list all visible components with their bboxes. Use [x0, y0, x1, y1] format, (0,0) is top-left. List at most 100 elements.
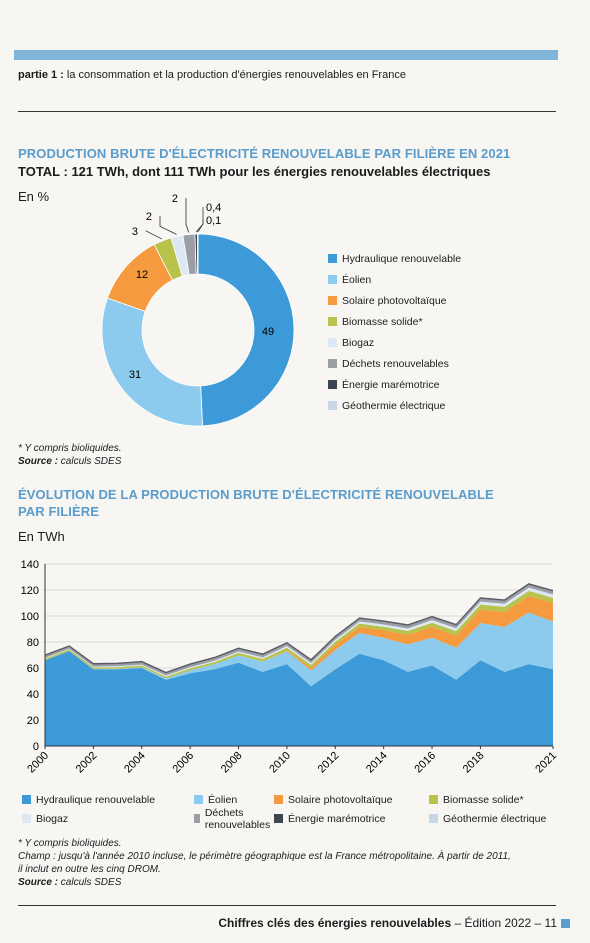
- footer-edition: – Édition 2022 – 11: [454, 916, 557, 930]
- source-text: calculs SDES: [60, 877, 122, 888]
- legend-item: Hydraulique renouvelable: [328, 248, 461, 269]
- legend-item: Énergie marémotrice: [328, 374, 461, 395]
- footer-title: Chiffres clés des énergies renouvelables: [218, 916, 452, 930]
- y-tick-label: 60: [27, 663, 39, 675]
- legend-item: Déchets renouvelables: [328, 353, 461, 374]
- section-header: partie 1 : la consommation et la product…: [18, 69, 406, 81]
- x-tick-label: 2010: [267, 750, 293, 776]
- legend-label: Biogaz: [36, 812, 69, 825]
- legend-swatch: [22, 795, 31, 804]
- x-tick-label: 2006: [170, 750, 196, 776]
- legend-swatch: [328, 380, 337, 389]
- legend-swatch: [22, 814, 31, 823]
- x-tick-label: 2014: [364, 750, 390, 776]
- source-label: Source :: [18, 877, 59, 888]
- legend-swatch: [328, 359, 337, 368]
- footer: Chiffres clés des énergies renouvelables…: [218, 916, 570, 930]
- divider: [18, 111, 556, 112]
- chart2-unit: En TWh: [18, 529, 65, 544]
- area-series: [45, 612, 553, 687]
- y-tick-label: 0: [33, 741, 39, 753]
- legend-swatch: [274, 814, 283, 823]
- chart2-title-line1: ÉVOLUTION DE LA PRODUCTION BRUTE D'ÉLECT…: [18, 487, 494, 502]
- footer-square-icon: [561, 919, 570, 928]
- legend-label: Biomasse solide*: [342, 315, 423, 328]
- leader-line: [195, 207, 204, 233]
- legend-swatch: [429, 795, 438, 804]
- slice-label: 3: [132, 226, 138, 238]
- x-tick-label: 2018: [461, 750, 487, 776]
- x-tick-label: 2016: [412, 750, 438, 776]
- top-banner: [14, 50, 558, 60]
- chart1-subtitle: TOTAL : 121 TWh, dont 111 TWh pour les é…: [18, 164, 491, 179]
- legend-item: Solaire photovoltaïque: [328, 290, 461, 311]
- source-label: Source :: [18, 456, 59, 467]
- legend-label: Hydraulique renouvelable: [342, 252, 462, 265]
- slice-label: 0,4: [206, 202, 221, 214]
- chart1-title: PRODUCTION BRUTE D'ÉLECTRICITÉ RENOUVELA…: [18, 146, 511, 161]
- donut-slice: [197, 233, 295, 427]
- y-tick-label: 80: [27, 637, 39, 649]
- legend-swatch: [328, 338, 337, 347]
- legend-label: Solaire photovoltaïque: [288, 793, 393, 806]
- chart1-source: Source : calculs SDES: [18, 456, 121, 468]
- slice-label: 0,1: [206, 215, 221, 227]
- legend-label: Déchets renouvelables: [342, 357, 449, 370]
- legend-swatch: [328, 275, 337, 284]
- legend-swatch: [328, 317, 337, 326]
- legend-swatch: [328, 254, 337, 263]
- footer-divider: [18, 905, 556, 906]
- legend-swatch: [328, 401, 337, 410]
- legend-label: Énergie marémotrice: [342, 378, 440, 391]
- x-tick-label: 2004: [122, 750, 148, 776]
- legend-item: Hydraulique renouvelable: [22, 794, 194, 806]
- chart2-source: Source : calculs SDES: [18, 877, 121, 889]
- area-series: [45, 596, 553, 679]
- legend-swatch: [194, 795, 203, 804]
- x-tick-label: 2000: [25, 750, 51, 776]
- slice-label: 2: [146, 211, 152, 223]
- legend-label: Énergie marémotrice: [288, 812, 386, 825]
- slice-label: 2: [172, 193, 178, 205]
- legend-label: Solaire photovoltaïque: [342, 294, 447, 307]
- legend-label: Biogaz: [342, 336, 375, 349]
- legend-label: Biomasse solide*: [443, 793, 524, 806]
- total-outline: [44, 583, 554, 674]
- y-tick-label: 120: [21, 585, 39, 597]
- chart2-note: * Y compris bioliquides.: [18, 838, 122, 849]
- legend-item: Déchets renouvelables: [194, 807, 274, 831]
- legend-label: Géothermie électrique: [342, 399, 446, 412]
- chart1-note: * Y compris bioliquides.: [18, 443, 122, 454]
- legend-label: Géothermie électrique: [443, 812, 547, 825]
- leader-line: [197, 220, 204, 233]
- x-tick-label: 2008: [219, 750, 245, 776]
- slice-label: 12: [136, 269, 148, 281]
- area-series: [45, 651, 553, 746]
- area-chart: 0 20 40 60 80 100 120 140 2000 2002 2004 2006 2008 20…: [21, 559, 559, 776]
- chart2-title-line2: PAR FILIÈRE: [18, 504, 100, 519]
- legend-item: Énergie marémotrice: [274, 813, 429, 825]
- legend-item: Éolien: [194, 794, 274, 806]
- legend-label: Hydraulique renouvelable: [36, 793, 156, 806]
- legend-item: Géothermie électrique: [429, 813, 559, 825]
- chart2-legend: Hydraulique renouvelable Éolien Solaire ph…: [22, 790, 562, 831]
- source-text: calculs SDES: [60, 456, 122, 467]
- legend-item: Biogaz: [22, 813, 194, 825]
- scope-label: Champ :: [18, 851, 56, 862]
- legend-label: Éolien: [208, 793, 238, 806]
- area-series: [45, 584, 553, 676]
- legend-label: Déchets renouvelables: [204, 806, 271, 831]
- legend-item: Biogaz: [328, 332, 461, 353]
- y-tick-label: 20: [27, 715, 39, 727]
- x-tick-label: 2021: [533, 750, 559, 776]
- y-tick-label: 100: [21, 611, 39, 623]
- slice-label: 49: [262, 326, 274, 338]
- legend-swatch: [274, 795, 283, 804]
- chart1-legend: Hydraulique renouvelable Éolien Solaire ph…: [328, 248, 461, 416]
- legend-swatch: [328, 296, 337, 305]
- donut-slice: [196, 233, 199, 275]
- leader-line: [145, 230, 162, 240]
- leader-line: [185, 198, 190, 233]
- y-tick-label: 140: [21, 559, 39, 571]
